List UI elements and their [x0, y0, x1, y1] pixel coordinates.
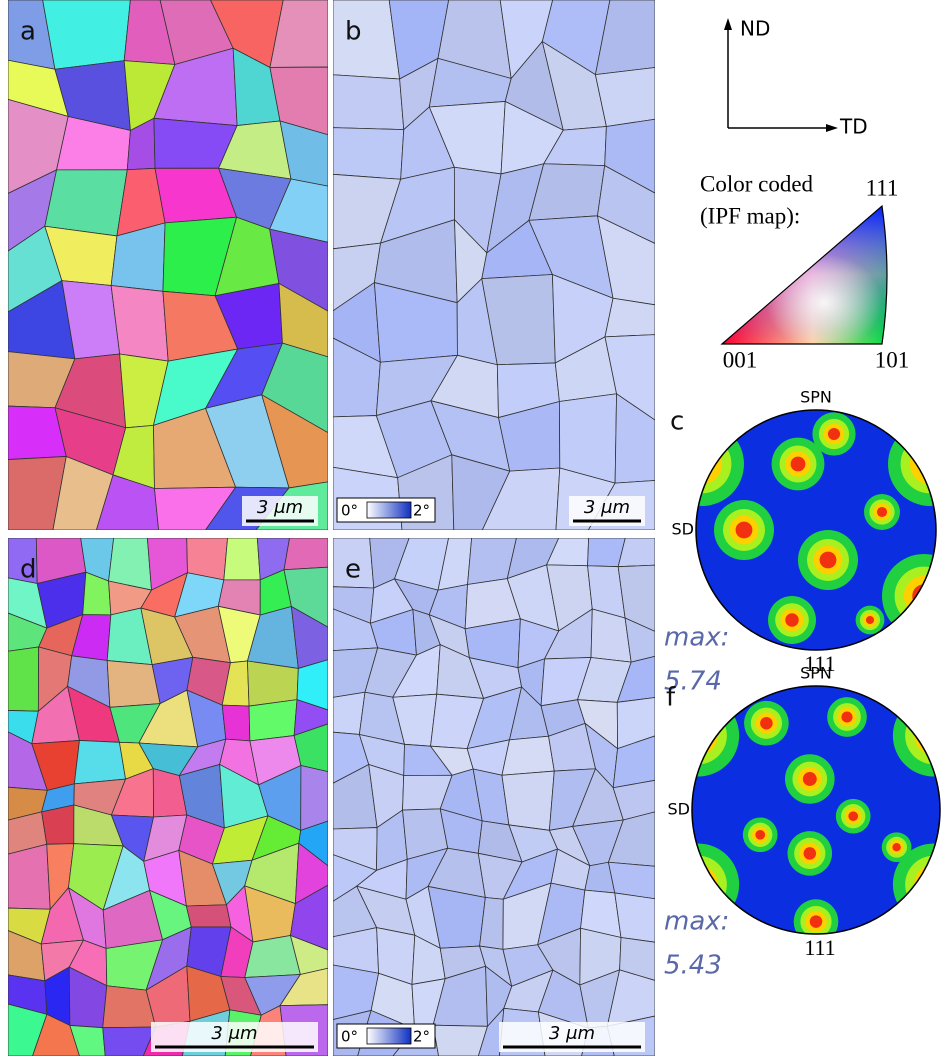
- panel-label: a: [20, 17, 36, 47]
- axis-label: TD: [839, 115, 868, 139]
- grains: [8, 538, 328, 1056]
- grain-map: [8, 0, 328, 530]
- colorbar: [367, 502, 411, 518]
- max-label: max:: [664, 907, 729, 937]
- contour: [848, 811, 858, 821]
- figure: ND TD Color coded (IPF map): 111 001 101…: [0, 0, 944, 1056]
- pole-left-label: SD: [668, 800, 690, 819]
- contour: [892, 843, 900, 851]
- panel-label: c: [670, 407, 684, 437]
- contour: [687, 873, 710, 896]
- grain: [605, 298, 655, 337]
- contour: [828, 428, 840, 440]
- contour: [785, 613, 798, 626]
- colorbar: [367, 1028, 411, 1044]
- contour: [679, 716, 718, 755]
- grain: [107, 661, 160, 708]
- contour: [791, 457, 806, 472]
- grain: [301, 766, 328, 831]
- grain: [559, 394, 616, 483]
- grain: [333, 128, 404, 180]
- grain: [43, 0, 131, 69]
- contour: [804, 847, 816, 859]
- grains: [8, 0, 328, 530]
- ipf-corner: 111: [866, 175, 899, 200]
- scale-bar-label: 3 μm: [211, 1023, 257, 1044]
- grain: [8, 844, 50, 909]
- contour: [877, 507, 887, 517]
- grain: [45, 170, 127, 236]
- grains: [333, 0, 655, 530]
- scale-bar-label: 3 μm: [549, 1023, 595, 1044]
- grain: [502, 736, 554, 775]
- colorbar-max: 2°: [413, 1028, 430, 1046]
- contour: [679, 865, 718, 904]
- grain: [284, 538, 328, 570]
- contour: [841, 711, 852, 722]
- contour: [736, 522, 753, 539]
- grain: [502, 771, 554, 830]
- grain-map: [333, 538, 655, 1056]
- pole-figure: [657, 686, 944, 944]
- grain: [433, 1025, 487, 1056]
- grain: [222, 705, 250, 741]
- grain-map: [8, 538, 328, 1056]
- arrow-head: [826, 124, 838, 132]
- arrow-head: [724, 18, 732, 30]
- contour: [760, 717, 772, 729]
- grain: [249, 700, 297, 741]
- panel-label: b: [345, 17, 362, 47]
- legend-title: (IPF map):: [700, 203, 800, 228]
- colorbar-min: 0°: [341, 502, 358, 520]
- contour: [670, 856, 727, 913]
- contour: [670, 707, 727, 764]
- contour: [810, 915, 822, 927]
- grain: [333, 75, 404, 130]
- grain: [224, 538, 260, 580]
- panel-label: d: [20, 555, 37, 585]
- contour: [673, 435, 732, 494]
- colorbar-min: 0°: [341, 1028, 358, 1046]
- grain: [111, 286, 168, 362]
- grain-map: [333, 0, 655, 530]
- grain: [615, 893, 655, 942]
- contour: [922, 873, 944, 896]
- max-label: max:: [664, 623, 729, 653]
- grain: [247, 661, 298, 706]
- scale-bar-label: 3 μm: [257, 497, 303, 518]
- pole-left-label: SD: [672, 520, 694, 539]
- contour: [820, 552, 837, 569]
- contour: [803, 772, 817, 786]
- grain: [8, 647, 39, 711]
- contour: [755, 830, 765, 840]
- max-value: 5.43: [664, 951, 722, 981]
- grains: [333, 538, 655, 1056]
- grain: [595, 67, 655, 126]
- scale-bar-label: 3 μm: [584, 497, 630, 518]
- contour: [922, 724, 944, 747]
- pole-plane: 111: [804, 935, 835, 960]
- grain: [186, 905, 231, 927]
- axis-label: ND: [740, 17, 770, 41]
- grain: [74, 740, 125, 783]
- panel-label: f: [666, 683, 676, 713]
- panel-label: e: [345, 555, 361, 585]
- contour: [866, 616, 874, 624]
- ipf-corner: 001: [723, 347, 758, 372]
- legend-title: Color coded: [700, 171, 814, 196]
- pole-top-label: SPN: [800, 664, 832, 683]
- grain: [42, 805, 74, 844]
- pole-top-label: SPN: [800, 388, 832, 407]
- ipf-corner: 101: [875, 347, 910, 372]
- contour: [687, 724, 710, 747]
- grain: [333, 0, 400, 79]
- colorbar-max: 2°: [413, 502, 430, 520]
